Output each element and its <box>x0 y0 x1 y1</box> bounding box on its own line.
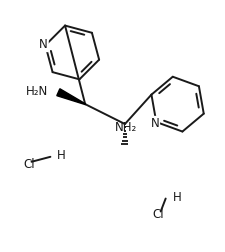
Text: Cl: Cl <box>153 208 164 221</box>
Polygon shape <box>57 89 85 105</box>
Text: H₂N: H₂N <box>26 85 48 98</box>
Text: NH₂: NH₂ <box>115 121 137 134</box>
Text: N: N <box>39 38 48 51</box>
Text: H: H <box>173 191 181 204</box>
Text: Cl: Cl <box>24 158 35 171</box>
Text: H: H <box>57 149 66 162</box>
Text: N: N <box>150 117 159 130</box>
